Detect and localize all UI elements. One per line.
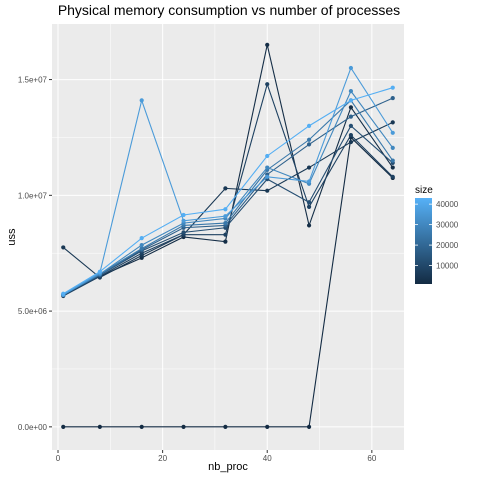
data-point bbox=[181, 212, 186, 218]
data-point bbox=[139, 236, 144, 241]
y-tick-label: 5.0e+06 bbox=[18, 307, 48, 316]
legend-colorbar bbox=[415, 198, 432, 284]
data-point bbox=[348, 65, 354, 71]
series-layer bbox=[61, 42, 395, 429]
data-point bbox=[306, 204, 312, 210]
data-point bbox=[139, 246, 144, 251]
data-point bbox=[390, 145, 395, 150]
x-tick-label: 0 bbox=[56, 454, 61, 463]
data-point bbox=[223, 214, 228, 219]
data-point bbox=[61, 291, 66, 296]
data-point bbox=[223, 207, 228, 212]
x-axis: 0 20 40 60 bbox=[56, 450, 377, 463]
legend-tick-label: 20000 bbox=[436, 241, 459, 250]
data-point bbox=[265, 424, 270, 429]
legend: size 10000 20000 30000 40000 bbox=[415, 185, 459, 284]
x-tick-label: 40 bbox=[263, 454, 272, 463]
y-tick-label: 1.0e+07 bbox=[18, 191, 48, 200]
data-point bbox=[223, 232, 228, 237]
data-point bbox=[181, 230, 186, 235]
data-point bbox=[265, 165, 270, 170]
data-point bbox=[348, 133, 354, 138]
legend-tick-label: 10000 bbox=[436, 262, 459, 271]
data-point bbox=[223, 424, 228, 429]
data-point bbox=[348, 105, 354, 110]
data-point bbox=[139, 98, 144, 103]
data-point bbox=[265, 188, 270, 193]
data-point bbox=[97, 269, 102, 274]
data-point bbox=[348, 98, 354, 103]
data-point bbox=[306, 137, 312, 142]
data-point bbox=[265, 174, 270, 179]
series-9 bbox=[61, 85, 395, 296]
data-point bbox=[348, 123, 354, 128]
plot-panel bbox=[52, 24, 404, 450]
data-point bbox=[306, 165, 312, 170]
data-point bbox=[348, 139, 354, 145]
x-axis-title: nb_proc bbox=[208, 461, 248, 473]
data-point bbox=[306, 179, 312, 184]
data-point bbox=[181, 218, 186, 223]
x-tick-label: 20 bbox=[158, 454, 167, 463]
x-tick-label: 60 bbox=[367, 454, 376, 463]
data-point bbox=[390, 130, 395, 135]
data-point bbox=[390, 120, 395, 125]
data-point bbox=[223, 239, 228, 244]
data-point bbox=[306, 223, 312, 228]
data-point bbox=[97, 424, 102, 429]
legend-ticks: 10000 20000 30000 40000 bbox=[415, 200, 459, 271]
data-point bbox=[265, 82, 270, 87]
data-point bbox=[61, 245, 66, 250]
data-point bbox=[348, 89, 354, 94]
chart-title: Physical memory consumption vs number of… bbox=[58, 2, 400, 18]
y-tick-label: 0.0e+00 bbox=[18, 423, 48, 432]
data-point bbox=[390, 158, 395, 163]
series-3 bbox=[61, 82, 395, 299]
data-point bbox=[306, 142, 312, 147]
data-point bbox=[139, 243, 144, 248]
data-point bbox=[223, 186, 228, 191]
data-point bbox=[265, 153, 270, 159]
y-axis: 0.0e+00 5.0e+06 1.0e+07 1.5e+07 bbox=[18, 76, 52, 432]
data-point bbox=[61, 424, 66, 429]
data-point bbox=[306, 424, 312, 429]
data-point bbox=[348, 114, 354, 119]
data-point bbox=[139, 424, 144, 429]
legend-tick-label: 30000 bbox=[436, 221, 459, 230]
y-tick-label: 1.5e+07 bbox=[18, 76, 48, 85]
data-point bbox=[390, 85, 395, 90]
data-point bbox=[181, 424, 186, 429]
data-point bbox=[390, 165, 395, 170]
y-axis-title: uss bbox=[6, 228, 18, 246]
data-point bbox=[306, 200, 312, 205]
legend-tick-label: 40000 bbox=[436, 200, 459, 209]
legend-title: size bbox=[415, 185, 433, 196]
data-point bbox=[265, 42, 270, 47]
data-point bbox=[390, 95, 395, 101]
data-point bbox=[390, 174, 395, 179]
data-point bbox=[306, 123, 312, 128]
data-point bbox=[223, 221, 228, 226]
